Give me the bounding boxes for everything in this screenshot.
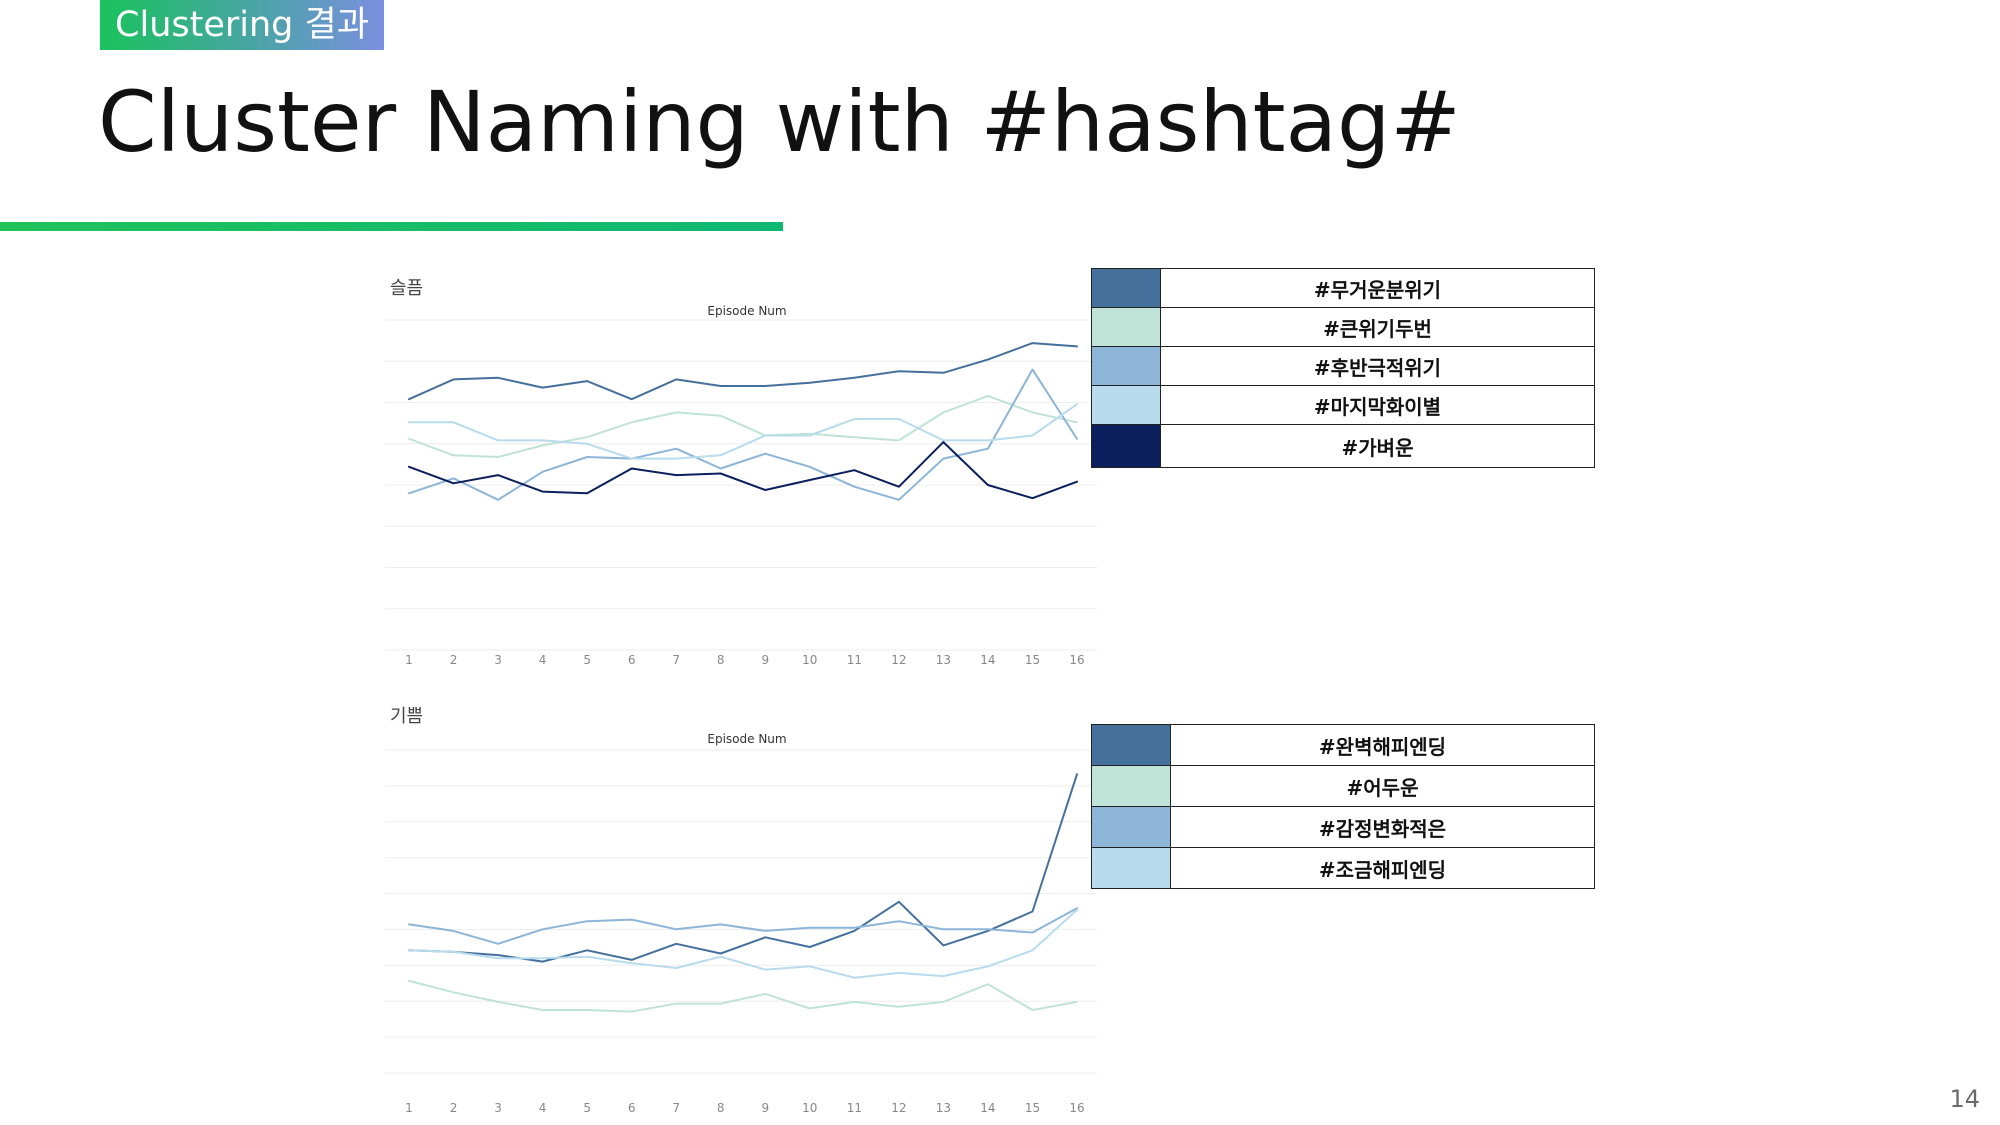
legend-label: #후반극적위기 xyxy=(1160,346,1595,386)
x-tick-label: 12 xyxy=(891,1101,906,1115)
page-number: 14 xyxy=(1949,1085,1980,1113)
x-tick-label: 3 xyxy=(494,1101,502,1115)
x-tick-label: 14 xyxy=(980,653,995,667)
legend-label: #마지막화이별 xyxy=(1160,385,1595,425)
x-tick-label: 10 xyxy=(802,1101,817,1115)
x-tick-label: 11 xyxy=(847,1101,862,1115)
legend-swatch xyxy=(1091,307,1161,347)
legend-row: #마지막화이별 xyxy=(1091,385,1595,425)
legend-label: #조금해피엔딩 xyxy=(1170,847,1595,889)
title-underline xyxy=(0,222,783,231)
series-line-1 xyxy=(408,342,1078,401)
legend-swatch xyxy=(1091,847,1171,889)
joy-legend: #완벽해피엔딩 #어두운 #감정변화적은 #조금해피엔딩 xyxy=(1091,724,1595,889)
x-tick-label: 10 xyxy=(802,653,817,667)
x-tick-label: 4 xyxy=(539,1101,547,1115)
series-line-3 xyxy=(408,368,1078,501)
legend-swatch xyxy=(1091,346,1161,386)
x-tick-label: 9 xyxy=(761,653,769,667)
legend-label: #완벽해피엔딩 xyxy=(1170,724,1595,766)
legend-label: #가벼운 xyxy=(1160,424,1595,468)
chart-label-sadness: 슬픔 xyxy=(390,278,424,299)
x-tick-label: 12 xyxy=(891,653,906,667)
legend-swatch xyxy=(1091,385,1161,425)
x-tick-label: 13 xyxy=(936,1101,951,1115)
x-tick-label: 6 xyxy=(628,653,636,667)
x-tick-label: 2 xyxy=(450,653,458,667)
series-line-4 xyxy=(408,908,1078,979)
series-line-2 xyxy=(408,394,1078,458)
legend-row: #가벼운 xyxy=(1091,424,1595,468)
x-tick-label: 7 xyxy=(672,653,680,667)
series-line-5 xyxy=(408,441,1078,500)
chart-title: Episode Num xyxy=(707,304,786,318)
chart-title: Episode Num xyxy=(707,732,786,746)
legend-swatch xyxy=(1091,806,1171,848)
series-line-2 xyxy=(408,979,1078,1013)
x-tick-label: 14 xyxy=(980,1101,995,1115)
x-tick-label: 5 xyxy=(583,653,591,667)
series-line-4 xyxy=(408,403,1078,460)
x-tick-label: 11 xyxy=(847,653,862,667)
section-badge: Clustering 결과 xyxy=(100,0,384,50)
sadness-legend: #무거운분위기 #큰위기두번 #후반극적위기 #마지막화이별 #가벼운 xyxy=(1091,268,1595,468)
legend-label: #어두운 xyxy=(1170,765,1595,807)
legend-row: #감정변화적은 xyxy=(1091,806,1595,848)
legend-swatch xyxy=(1091,724,1171,766)
x-tick-label: 6 xyxy=(628,1101,636,1115)
x-tick-label: 7 xyxy=(672,1101,680,1115)
legend-swatch xyxy=(1091,268,1161,308)
legend-label: #감정변화적은 xyxy=(1170,806,1595,848)
legend-row: #완벽해피엔딩 xyxy=(1091,724,1595,766)
legend-swatch xyxy=(1091,424,1161,468)
chart-label-joy: 기쁨 xyxy=(390,706,424,727)
x-tick-label: 15 xyxy=(1025,653,1040,667)
x-tick-label: 3 xyxy=(494,653,502,667)
legend-row: #무거운분위기 xyxy=(1091,268,1595,308)
series-line-1 xyxy=(408,773,1078,963)
x-tick-label: 13 xyxy=(936,653,951,667)
legend-row: #후반극적위기 xyxy=(1091,346,1595,386)
legend-row: #조금해피엔딩 xyxy=(1091,847,1595,889)
legend-row: #큰위기두번 xyxy=(1091,307,1595,347)
x-tick-label: 9 xyxy=(761,1101,769,1115)
x-tick-label: 1 xyxy=(405,1101,413,1115)
x-tick-label: 2 xyxy=(450,1101,458,1115)
page-title: Cluster Naming with #hashtag# xyxy=(98,73,1461,171)
legend-row: #어두운 xyxy=(1091,765,1595,807)
series-line-3 xyxy=(408,907,1078,945)
x-tick-label: 4 xyxy=(539,653,547,667)
x-tick-label: 8 xyxy=(717,1101,725,1115)
x-tick-label: 16 xyxy=(1069,653,1084,667)
legend-label: #무거운분위기 xyxy=(1160,268,1595,308)
x-tick-label: 15 xyxy=(1025,1101,1040,1115)
legend-swatch xyxy=(1091,765,1171,807)
legend-label: #큰위기두번 xyxy=(1160,307,1595,347)
x-tick-label: 5 xyxy=(583,1101,591,1115)
x-tick-label: 16 xyxy=(1069,1101,1084,1115)
x-tick-label: 8 xyxy=(717,653,725,667)
x-tick-label: 1 xyxy=(405,653,413,667)
